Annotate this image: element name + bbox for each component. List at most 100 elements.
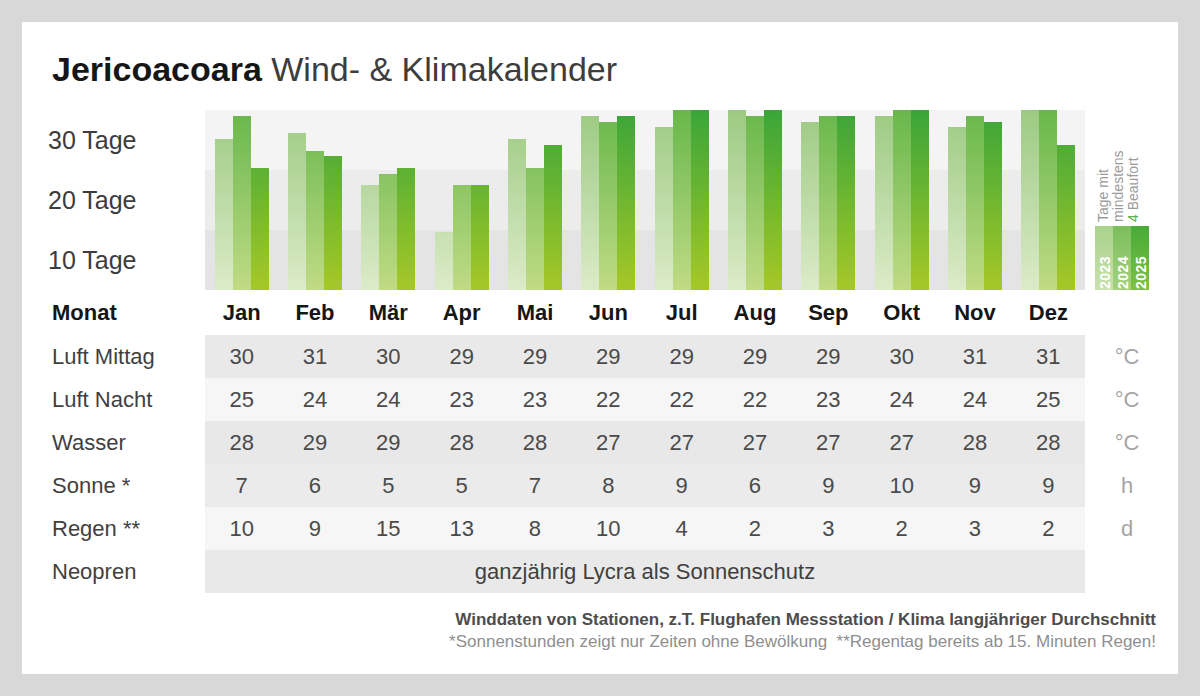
month-label-mai: Mai [498,290,571,335]
bar-2024-dez [1039,110,1057,290]
table-cell: 5 [352,473,425,499]
table-cell: 8 [498,516,571,542]
row-unit: °C [1085,378,1169,421]
row-unit: d [1085,507,1169,550]
table-row: Sonne *7655789691099h [22,464,1178,507]
table-cell: 29 [792,344,865,370]
table-cell: 6 [278,473,351,499]
table-cell: 2 [718,516,791,542]
ytick-10-tage: 10 Tage [48,230,137,290]
row-unit: h [1085,464,1169,507]
bar-2023-apr [435,232,453,290]
bar-2024-jun [599,122,617,290]
table-cell: 27 [718,430,791,456]
month-label-jul: Jul [645,290,718,335]
table-cell: 28 [938,430,1011,456]
table-row: Regen **1091513810423232d [22,507,1178,550]
ytick-30-tage: 30 Tage [48,110,137,170]
wind-bar-chart [205,110,1085,290]
footer-notes-line: *Sonnenstunden zeigt nur Zeiten ohne Bew… [449,631,1156,653]
row-label: Luft Mittag [52,335,155,378]
table-cell: 10 [572,516,645,542]
month-label-nov: Nov [938,290,1011,335]
table-cell: 10 [205,516,278,542]
footer: Winddaten von Stationen, z.T. Flughafen … [449,609,1156,653]
legend-year-2024-label: 2024 [1114,225,1132,291]
row-label: Wasser [52,421,126,464]
bar-2025-mär [397,168,415,290]
table-cell: 28 [425,430,498,456]
bar-2023-feb [288,133,306,290]
bar-2025-feb [324,156,342,290]
table-cell: 28 [205,430,278,456]
table-cell: 9 [792,473,865,499]
row-unit: °C [1085,421,1169,464]
bar-2023-dez [1021,110,1039,290]
bar-group-jul [645,110,718,290]
month-header-label: Monat [52,290,117,335]
calendar-card: Jericoacoara Wind- & Klimakalender 30 Ta… [22,22,1178,674]
table-cell: 10 [865,473,938,499]
row-values: 1091513810423232 [205,507,1085,550]
chart-axis-note: Tage mit mindestens 4 Beaufort [1096,118,1142,222]
row-values: ganzjährig Lycra als Sonnenschutz [205,550,1085,593]
table-cell: 27 [645,430,718,456]
table-cell: 6 [718,473,791,499]
row-unit [1085,550,1169,593]
table-cell: 13 [425,516,498,542]
bar-2025-apr [471,185,489,290]
bar-2023-okt [875,116,893,290]
table-cell: 22 [572,387,645,413]
table-cell: 29 [498,344,571,370]
month-label-okt: Okt [865,290,938,335]
table-cell: 3 [938,516,1011,542]
bar-2024-sep [819,116,837,290]
table-cell: 29 [278,430,351,456]
month-label-sep: Sep [792,290,865,335]
table-cell: 9 [938,473,1011,499]
table-cell: 8 [572,473,645,499]
table-cell: 29 [572,344,645,370]
row-label: Neopren [52,550,136,593]
table-cell: 27 [572,430,645,456]
bar-2024-okt [893,110,911,290]
table-cell: 7 [498,473,571,499]
bar-2024-apr [453,185,471,290]
table-cell: 27 [865,430,938,456]
table-cell: 25 [1012,387,1085,413]
table-cell: 24 [352,387,425,413]
infographic-page: Jericoacoara Wind- & Klimakalender 30 Ta… [0,0,1200,696]
bar-2025-jul [691,110,709,290]
table-cell: 9 [1012,473,1085,499]
month-label-jan: Jan [205,290,278,335]
bar-2024-jul [673,110,691,290]
title-subtitle: Wind- & Klimakalender [271,50,617,88]
bar-2025-aug [764,110,782,290]
ytick-20-tage: 20 Tage [48,170,137,230]
table-cell: 31 [938,344,1011,370]
table-cell: 29 [645,344,718,370]
bar-group-feb [278,110,351,290]
month-label-apr: Apr [425,290,498,335]
table-cell: 9 [278,516,351,542]
row-span-text: ganzjährig Lycra als Sonnenschutz [475,559,815,585]
table-cell: 23 [425,387,498,413]
table-cell: 7 [205,473,278,499]
axis-note-line3: 4 Beaufort [1126,118,1141,222]
bar-2023-mär [361,185,379,290]
bar-2023-mai [508,139,526,290]
axis-note-accent: 4 [1125,214,1141,222]
table-cell: 2 [1012,516,1085,542]
table-cell: 25 [205,387,278,413]
row-unit: °C [1085,335,1169,378]
month-cells: JanFebMärAprMaiJunJulAugSepOktNovDez [205,290,1085,335]
month-label-dez: Dez [1012,290,1085,335]
bar-2025-dez [1057,145,1075,290]
legend-year-2023-label: 2023 [1096,225,1114,291]
row-label: Luft Nacht [52,378,152,421]
legend-year-2025-label: 2025 [1132,225,1150,291]
axis-note-text: Tage mit mindestens 4 Beaufort [1096,118,1142,222]
table-cell: 23 [498,387,571,413]
table-cell: 24 [938,387,1011,413]
month-label-aug: Aug [718,290,791,335]
